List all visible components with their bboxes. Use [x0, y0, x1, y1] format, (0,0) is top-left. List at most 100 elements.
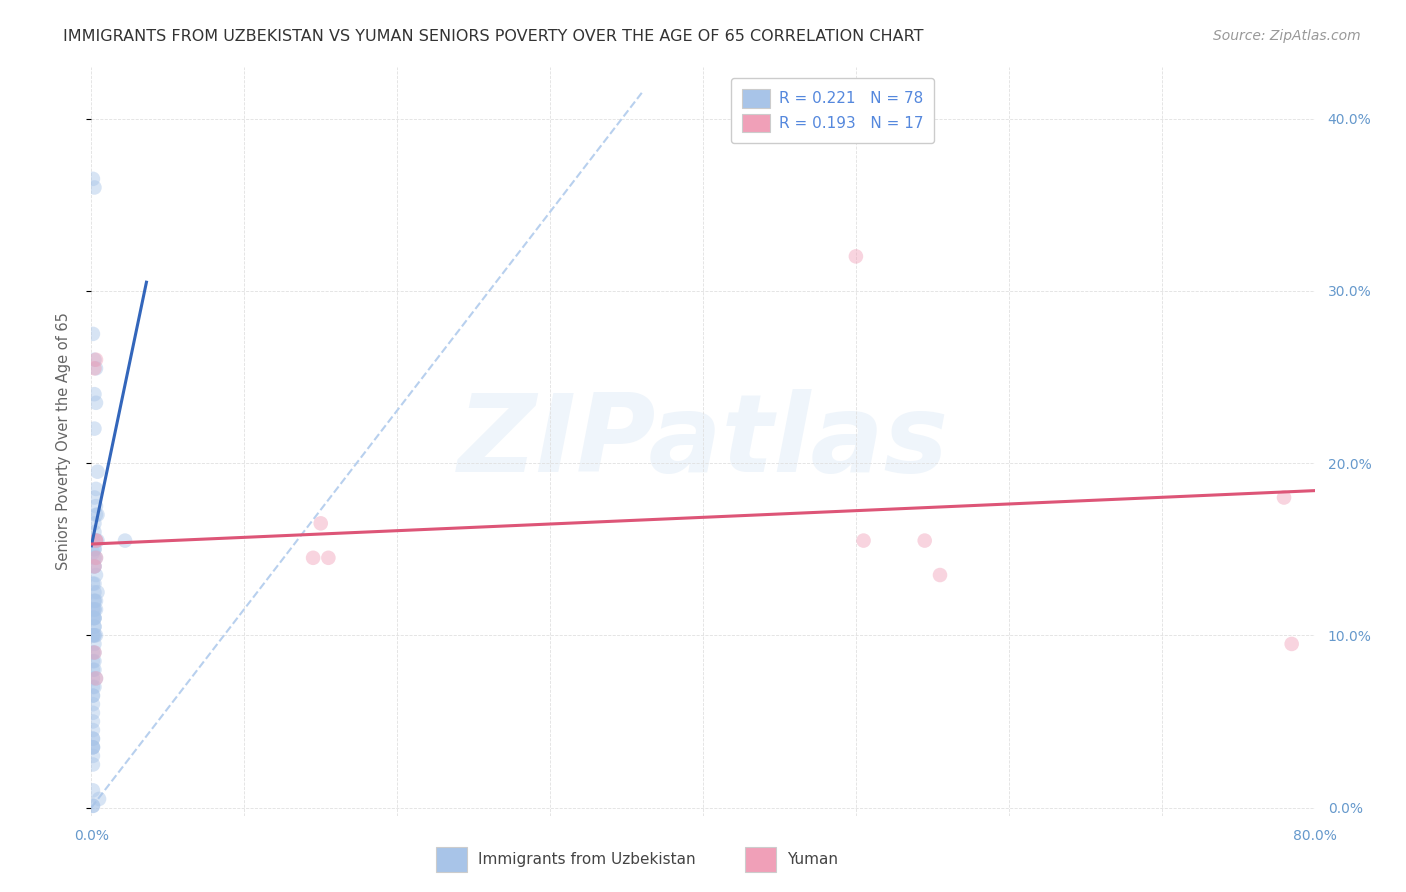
Point [82, 697, 104, 711]
Point [82, 672, 104, 686]
Point [84, 550, 107, 565]
Point [84, 361, 107, 376]
Point [82, 689, 104, 703]
Point [82, 757, 104, 772]
Point [852, 533, 875, 548]
Point [84, 672, 107, 686]
Point [914, 533, 936, 548]
Point [845, 249, 868, 263]
Point [82, 740, 104, 755]
Point [82, 663, 104, 677]
Point [83, 594, 105, 608]
Point [86, 533, 108, 548]
Point [82, 798, 104, 813]
Point [83, 680, 105, 694]
Point [318, 550, 340, 565]
Point [84, 594, 107, 608]
Point [83, 611, 105, 625]
Point [84, 672, 107, 686]
Point [84, 533, 107, 548]
Point [302, 550, 325, 565]
Text: ZIPatlas: ZIPatlas [457, 389, 949, 494]
Point [83, 646, 105, 660]
Y-axis label: Seniors Poverty Over the Age of 65: Seniors Poverty Over the Age of 65 [56, 312, 70, 571]
Point [82, 654, 104, 668]
Point [82, 628, 104, 642]
Point [82, 628, 104, 642]
Point [82, 576, 104, 591]
Point [83, 654, 105, 668]
Point [84, 396, 107, 410]
Point [82, 731, 104, 746]
Point [82, 326, 104, 341]
Point [83, 352, 105, 367]
Point [82, 546, 104, 560]
Point [83, 594, 105, 608]
Point [86, 585, 108, 599]
Text: IMMIGRANTS FROM UZBEKISTAN VS YUMAN SENIORS POVERTY OVER THE AGE OF 65 CORRELATI: IMMIGRANTS FROM UZBEKISTAN VS YUMAN SENI… [63, 29, 924, 45]
Point [83, 550, 105, 565]
Point [114, 533, 136, 548]
Point [83, 491, 105, 505]
Point [83, 542, 105, 557]
Point [83, 637, 105, 651]
Point [83, 559, 105, 574]
Point [84, 550, 107, 565]
Point [82, 646, 104, 660]
Text: Source: ZipAtlas.com: Source: ZipAtlas.com [1213, 29, 1361, 44]
Point [83, 361, 105, 376]
Point [84, 602, 107, 616]
Point [1272, 491, 1295, 505]
Point [83, 516, 105, 531]
Point [84, 499, 107, 513]
Text: Immigrants from Uzbekistan: Immigrants from Uzbekistan [478, 853, 696, 867]
Point [83, 559, 105, 574]
Point [84, 533, 107, 548]
Point [86, 465, 108, 479]
Point [83, 602, 105, 616]
Point [83, 576, 105, 591]
Point [82, 533, 104, 548]
Point [83, 646, 105, 660]
Point [82, 748, 104, 763]
Text: Yuman: Yuman [787, 853, 838, 867]
Point [83, 602, 105, 616]
Point [84, 482, 107, 496]
Point [82, 783, 104, 797]
Point [87, 792, 110, 806]
Point [83, 422, 105, 436]
Point [82, 731, 104, 746]
Point [83, 628, 105, 642]
Point [82, 798, 104, 813]
Point [82, 740, 104, 755]
Point [83, 611, 105, 625]
Point [82, 689, 104, 703]
Point [84, 628, 107, 642]
Point [83, 620, 105, 634]
Point [82, 714, 104, 729]
Point [82, 723, 104, 737]
Point [83, 585, 105, 599]
Point [84, 352, 107, 367]
Point [86, 508, 108, 522]
Point [83, 620, 105, 634]
Point [83, 628, 105, 642]
Point [82, 706, 104, 720]
Point [83, 611, 105, 625]
Point [83, 542, 105, 557]
Point [82, 740, 104, 755]
Point [84, 533, 107, 548]
Legend: R = 0.221   N = 78, R = 0.193   N = 17: R = 0.221 N = 78, R = 0.193 N = 17 [731, 78, 934, 143]
Point [83, 559, 105, 574]
Point [83, 524, 105, 539]
Point [82, 602, 104, 616]
Point [84, 568, 107, 582]
Point [82, 172, 104, 186]
Point [929, 568, 952, 582]
Point [1281, 637, 1303, 651]
Point [84, 508, 107, 522]
Point [309, 516, 332, 531]
Point [83, 180, 105, 194]
Point [82, 611, 104, 625]
Point [83, 387, 105, 401]
